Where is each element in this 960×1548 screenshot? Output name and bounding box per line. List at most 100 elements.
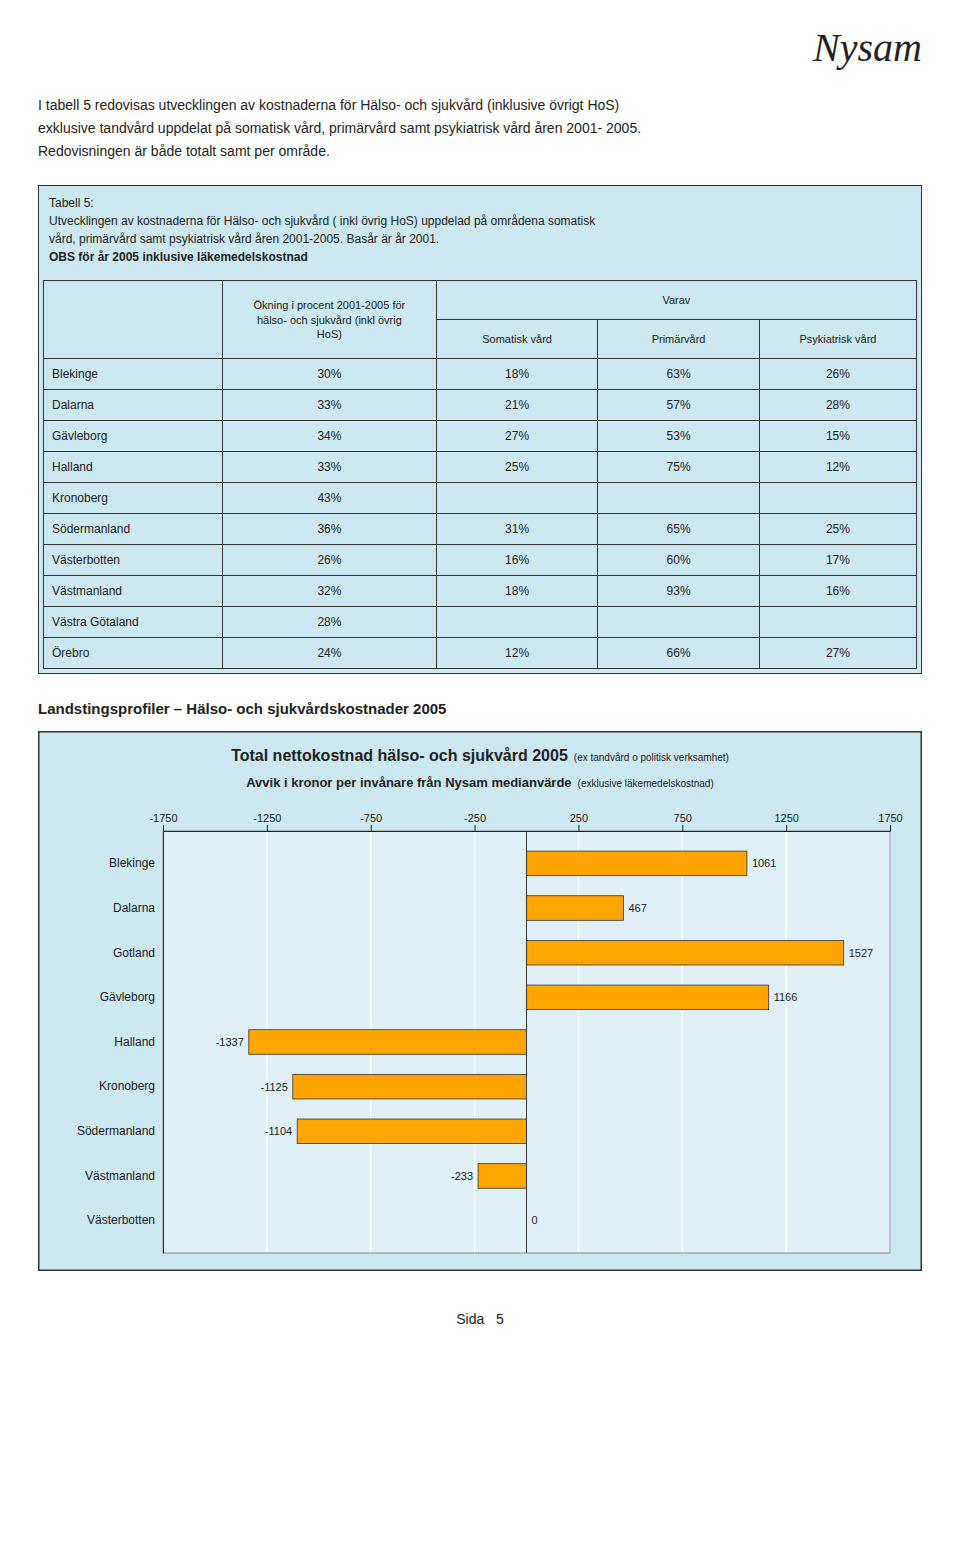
value-cell: 28% xyxy=(222,607,436,638)
data-label: -1104 xyxy=(265,1125,292,1137)
value-cell: 17% xyxy=(759,545,916,576)
section-title: Landstingsprofiler – Hälso- och sjukvård… xyxy=(38,700,922,717)
value-cell: 15% xyxy=(759,421,916,452)
chart-title-part: Avvik i kronor per invånare från Nysam m… xyxy=(246,775,571,790)
x-tick-mark xyxy=(267,825,268,831)
table-row: Dalarna33%21%57%28% xyxy=(44,390,917,421)
grid-line xyxy=(682,831,683,1253)
chart-box xyxy=(39,732,922,1271)
region-cell: Gävleborg xyxy=(44,421,223,452)
x-tick-label: -1750 xyxy=(149,812,177,824)
region-cell: Kronoberg xyxy=(44,483,223,514)
value-cell: 57% xyxy=(598,390,760,421)
region-cell: Blekinge xyxy=(44,359,223,390)
subheader-cell: Psykiatrisk vård xyxy=(759,320,916,359)
value-cell: 34% xyxy=(222,421,436,452)
region-cell: Västra Götaland xyxy=(44,607,223,638)
y-tick: Kronoberg xyxy=(99,1080,163,1094)
value-cell: 60% xyxy=(598,545,760,576)
chart-title-part: Total nettokostnad hälso- och sjukvård 2… xyxy=(231,747,568,764)
data-label: 0 xyxy=(532,1215,538,1227)
x-tick-label: -750 xyxy=(360,812,382,824)
header-row: Ökning i procent 2001-2005 för hälso- oc… xyxy=(44,281,917,320)
value-cell: 18% xyxy=(436,576,598,607)
plot: 106146715271166-1337-1125-1104-2330 -1750… xyxy=(77,812,903,1254)
bar xyxy=(527,941,844,966)
intro-text: I tabell 5 redovisas utvecklingen av kos… xyxy=(38,94,922,163)
y-tick: Västmanland xyxy=(85,1169,163,1183)
region-cell: Västerbotten xyxy=(44,545,223,576)
table-row: Halland33%25%75%12% xyxy=(44,452,917,483)
y-axis-line xyxy=(163,832,164,1254)
value-cell: 65% xyxy=(598,514,760,545)
empty-cell xyxy=(759,483,916,514)
empty-cell xyxy=(759,607,916,638)
data-table: Ökning i procent 2001-2005 för hälso- oc… xyxy=(43,280,917,669)
x-tick-mark xyxy=(786,825,787,831)
x-tick-mark xyxy=(163,825,164,831)
x-tick-label: 250 xyxy=(570,812,588,824)
x-tick-label: 750 xyxy=(674,812,692,824)
grid xyxy=(163,831,890,1253)
value-cell: 27% xyxy=(436,421,598,452)
x-tick: 1750 xyxy=(878,812,902,831)
region-cell: Södermanland xyxy=(44,514,223,545)
value-cell: 16% xyxy=(436,545,598,576)
value-cell: 25% xyxy=(436,452,598,483)
bar xyxy=(527,985,769,1010)
table-caption: Tabell 5:Utvecklingen av kostnaderna för… xyxy=(43,194,917,266)
x-tick: -1250 xyxy=(253,812,281,831)
x-tick: -1750 xyxy=(149,812,177,831)
value-cell: 26% xyxy=(222,545,436,576)
data-labels: 106146715271166-1337-1125-1104-2330 xyxy=(216,858,874,1227)
header-cell: Ökning i procent 2001-2005 för hälso- oc… xyxy=(222,281,436,359)
plot-frame xyxy=(163,831,890,1253)
x-tick-mark xyxy=(682,825,683,831)
y-axis: BlekingeDalarnaGotlandGävleborgHallandKr… xyxy=(77,832,164,1254)
empty-cell xyxy=(598,607,760,638)
bar xyxy=(527,851,747,876)
value-cell: 66% xyxy=(598,638,760,669)
data-label: 467 xyxy=(629,902,647,914)
caption-line: vård, primärvård samt psykiatrisk vård å… xyxy=(49,230,917,248)
table-row: Västmanland32%18%93%16% xyxy=(44,576,917,607)
plot-background xyxy=(163,831,890,1253)
page: Nysam I tabell 5 redovisas utvecklingen … xyxy=(0,0,960,1327)
value-cell: 18% xyxy=(436,359,598,390)
y-tick-label: Blekinge xyxy=(109,856,155,870)
value-cell: 33% xyxy=(222,452,436,483)
grid-line xyxy=(162,831,163,1253)
x-tick: 250 xyxy=(570,812,588,831)
table-box: Tabell 5:Utvecklingen av kostnaderna för… xyxy=(38,185,922,674)
value-cell: 16% xyxy=(759,576,916,607)
y-tick-label: Kronoberg xyxy=(99,1080,155,1094)
x-tick-label: 1250 xyxy=(774,812,798,824)
x-tick: 750 xyxy=(674,812,692,831)
x-axis: -1750-1250-750-25025075012501750 xyxy=(149,812,902,832)
value-cell: 30% xyxy=(222,359,436,390)
empty-cell xyxy=(436,483,598,514)
y-tick-label: Västmanland xyxy=(85,1169,155,1183)
y-tick-label: Västerbotten xyxy=(87,1214,155,1228)
header-cell-empty xyxy=(44,281,223,359)
y-tick-label: Gotland xyxy=(113,946,155,960)
caption-line: Utvecklingen av kostnaderna för Hälso- o… xyxy=(49,212,917,230)
value-cell: 32% xyxy=(222,576,436,607)
y-tick-label: Gävleborg xyxy=(100,990,155,1004)
y-tick: Gävleborg xyxy=(100,990,163,1004)
grid-line xyxy=(786,831,787,1253)
value-cell: 12% xyxy=(436,638,598,669)
x-tick-mark xyxy=(371,825,372,831)
x-tick-mark xyxy=(475,825,476,831)
bar xyxy=(293,1075,527,1100)
chart: Total nettokostnad hälso- och sjukvård 2… xyxy=(38,731,922,1271)
value-cell: 25% xyxy=(759,514,916,545)
empty-cell xyxy=(436,607,598,638)
value-cell: 75% xyxy=(598,452,760,483)
y-tick: Blekinge xyxy=(109,856,163,870)
footer: Sida 5 xyxy=(38,1311,922,1327)
region-cell: Halland xyxy=(44,452,223,483)
bar xyxy=(478,1164,526,1189)
x-tick-mark xyxy=(890,825,891,831)
data-label: 1166 xyxy=(774,991,798,1003)
